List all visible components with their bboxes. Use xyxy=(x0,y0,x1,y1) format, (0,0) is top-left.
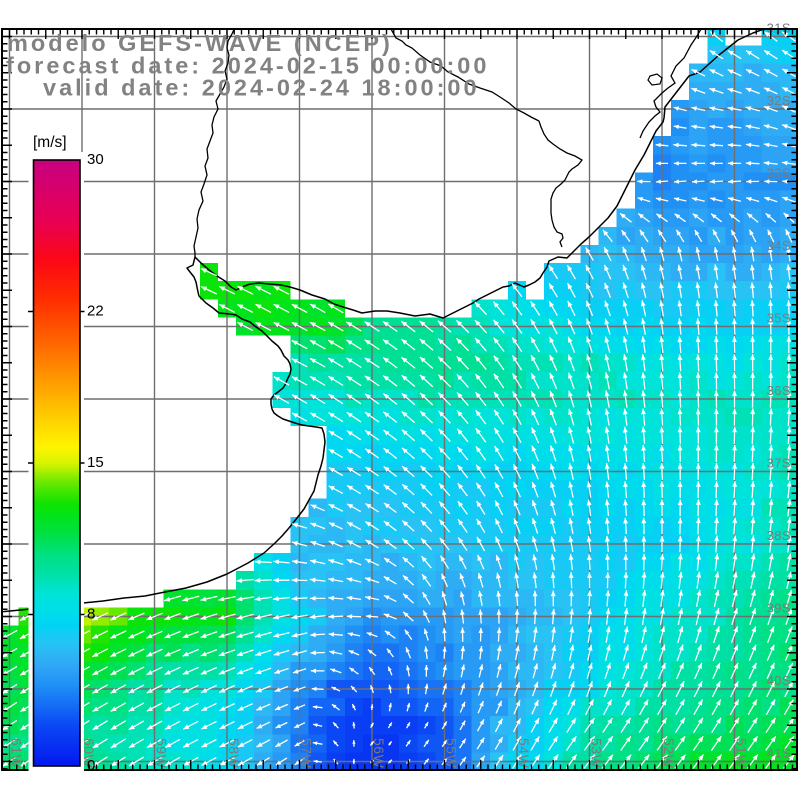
svg-text:59W: 59W xyxy=(153,738,169,769)
svg-text:58W: 58W xyxy=(226,738,242,769)
svg-text:55W: 55W xyxy=(443,738,459,769)
svg-text:35S: 35S xyxy=(767,311,791,326)
svg-text:61W: 61W xyxy=(8,738,24,769)
svg-text:41S: 41S xyxy=(767,746,791,761)
svg-text:56W: 56W xyxy=(371,738,387,769)
svg-text:32S: 32S xyxy=(767,93,791,108)
svg-text:34S: 34S xyxy=(767,238,791,253)
svg-text:[m/s]: [m/s] xyxy=(33,134,67,151)
svg-text:57W: 57W xyxy=(298,738,314,769)
svg-text:39S: 39S xyxy=(767,601,791,616)
svg-text:valid date: 2024-02-24 18:00:0: valid date: 2024-02-24 18:00:00 xyxy=(43,75,480,101)
svg-text:52W: 52W xyxy=(661,738,677,769)
svg-text:8: 8 xyxy=(87,606,95,623)
svg-text:37S: 37S xyxy=(767,456,791,471)
svg-text:0: 0 xyxy=(87,757,95,774)
svg-text:30: 30 xyxy=(87,151,104,168)
svg-text:modelo GEFS-WAVE (NCEP): modelo GEFS-WAVE (NCEP) xyxy=(7,30,393,56)
svg-text:40S: 40S xyxy=(767,673,791,688)
svg-text:33S: 33S xyxy=(767,166,791,181)
svg-text:15: 15 xyxy=(87,454,104,471)
svg-text:51W: 51W xyxy=(733,738,749,769)
svg-text:36S: 36S xyxy=(767,383,791,398)
svg-text:53W: 53W xyxy=(588,738,604,769)
svg-text:forecast date: 2024-02-15 00:0: forecast date: 2024-02-15 00:00:00 xyxy=(6,53,489,79)
svg-text:60W: 60W xyxy=(81,738,97,769)
svg-text:22: 22 xyxy=(87,303,104,320)
svg-text:38S: 38S xyxy=(767,528,791,543)
svg-text:54W: 54W xyxy=(516,738,532,769)
